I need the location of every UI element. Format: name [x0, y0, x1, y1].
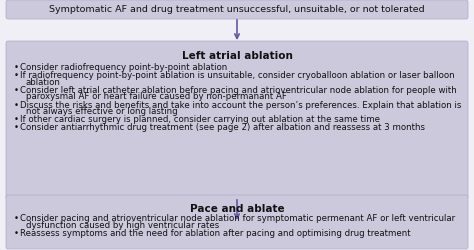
FancyBboxPatch shape — [6, 195, 468, 249]
Text: If radiofrequency point-by-point ablation is unsuitable, consider cryoballoon ab: If radiofrequency point-by-point ablatio… — [20, 71, 455, 80]
Text: Consider left atrial catheter ablation before pacing and atrioventricular node a: Consider left atrial catheter ablation b… — [20, 86, 457, 95]
Text: •: • — [14, 229, 19, 238]
Text: Consider pacing and atrioventricular node ablation for symptomatic permenant AF : Consider pacing and atrioventricular nod… — [20, 214, 455, 223]
FancyBboxPatch shape — [6, 0, 468, 19]
Text: •: • — [14, 214, 19, 223]
Text: If other cardiac surgery is planned, consider carrying out ablation at the same : If other cardiac surgery is planned, con… — [20, 115, 380, 124]
FancyBboxPatch shape — [6, 41, 468, 199]
Text: Consider antiarrhythmic drug treatment (see page 2) after albation and reassess : Consider antiarrhythmic drug treatment (… — [20, 124, 425, 132]
Text: dysfunction caused by high ventricular rates: dysfunction caused by high ventricular r… — [26, 220, 219, 230]
Text: •: • — [14, 63, 19, 72]
Text: •: • — [14, 86, 19, 95]
Text: Pace and ablate: Pace and ablate — [190, 204, 284, 214]
Text: •: • — [14, 124, 19, 132]
Text: •: • — [14, 71, 19, 80]
Text: not always effective or long lasting: not always effective or long lasting — [26, 107, 178, 116]
Text: Symptomatic AF and drug treatment unsuccessful, unsuitable, or not tolerated: Symptomatic AF and drug treatment unsucc… — [49, 5, 425, 14]
Text: Discuss the risks and benefits and take into account the person’s preferences. E: Discuss the risks and benefits and take … — [20, 100, 461, 110]
Text: •: • — [14, 115, 19, 124]
Text: Left atrial ablation: Left atrial ablation — [182, 51, 292, 61]
Text: •: • — [14, 100, 19, 110]
Text: Consider radiofrequency point-by-point ablation: Consider radiofrequency point-by-point a… — [20, 63, 227, 72]
Text: ablation: ablation — [26, 78, 61, 87]
Text: paroxysmal AF or heart failure caused by non-permanant AF: paroxysmal AF or heart failure caused by… — [26, 92, 287, 102]
Text: Reassess symptoms and the need for ablation after pacing and optimising drug tre: Reassess symptoms and the need for ablat… — [20, 229, 410, 238]
